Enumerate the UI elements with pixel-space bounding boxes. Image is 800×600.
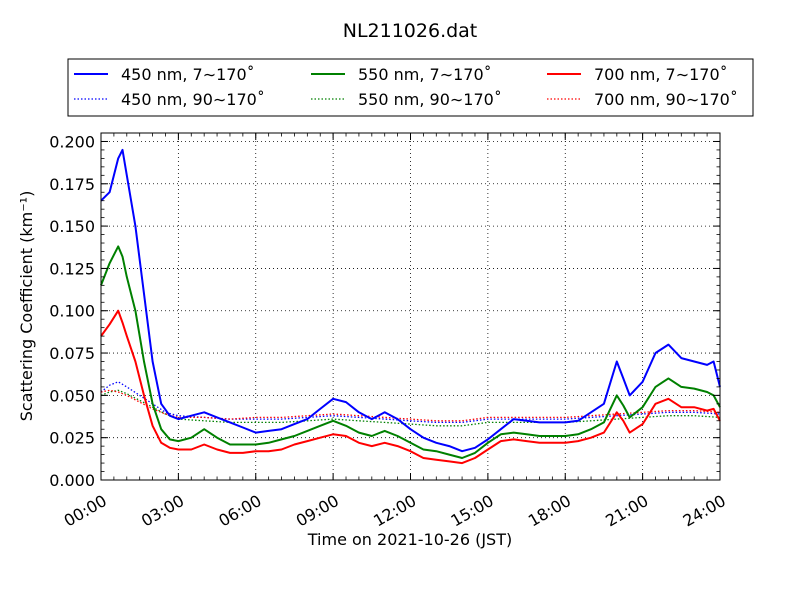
x-tick-label: 12:00	[370, 491, 419, 531]
x-axis-label: Time on 2021-10-26 (JST)	[307, 530, 512, 549]
x-tick-label: 03:00	[138, 491, 187, 531]
y-tick-label: 0.125	[49, 259, 95, 278]
y-axis-label: Scattering Coefficient (km⁻¹)	[17, 191, 36, 422]
legend-label-0: 450 nm, 7∼170˚	[121, 65, 255, 84]
x-tick-label: 06:00	[215, 491, 264, 531]
legend-label-4: 550 nm, 90∼170˚	[358, 90, 502, 109]
series-line-2	[100, 309, 721, 465]
y-tick-label: 0.100	[49, 302, 95, 321]
y-tick-label: 0.200	[49, 132, 95, 151]
ticks	[100, 132, 721, 481]
x-tick-label: 24:00	[680, 491, 729, 531]
y-tick-label: 0.175	[49, 175, 95, 194]
series-line-3	[100, 381, 721, 424]
series-line-5	[100, 389, 721, 422]
y-tick-label: 0.000	[49, 471, 95, 490]
legend-label-2: 700 nm, 7∼170˚	[594, 65, 728, 84]
y-tick-label: 0.150	[49, 217, 95, 236]
legend-label-3: 450 nm, 90∼170˚	[121, 90, 265, 109]
series-line-1	[100, 245, 721, 459]
series-layer	[100, 148, 721, 465]
x-tick-label: 21:00	[602, 491, 651, 531]
y-tick-label: 0.075	[49, 344, 95, 363]
legend: 450 nm, 7∼170˚ 550 nm, 7∼170˚ 700 nm, 7∼17…	[67, 58, 754, 117]
y-tick-label: 0.050	[49, 386, 95, 405]
legend-label-1: 550 nm, 7∼170˚	[358, 65, 492, 84]
chart-title: NL211026.dat	[343, 20, 478, 42]
legend-label-5: 700 nm, 90∼170˚	[594, 90, 738, 109]
x-tick-label: 18:00	[525, 491, 574, 531]
series-line-0	[100, 148, 721, 453]
legend-box	[67, 58, 754, 117]
y-tick-label: 0.025	[49, 429, 95, 448]
x-tick-label: 00:00	[61, 491, 110, 531]
x-tick-label: 15:00	[447, 491, 496, 531]
y-tick-labels: 0.000 0.025 0.050 0.075 0.100 0.125 0.150 0.175…	[49, 132, 95, 490]
x-tick-label: 09:00	[293, 491, 342, 531]
x-tick-labels: 00:00 03:00 06:00 09:00 12:00 15:00 18:00 21:00…	[61, 491, 729, 531]
